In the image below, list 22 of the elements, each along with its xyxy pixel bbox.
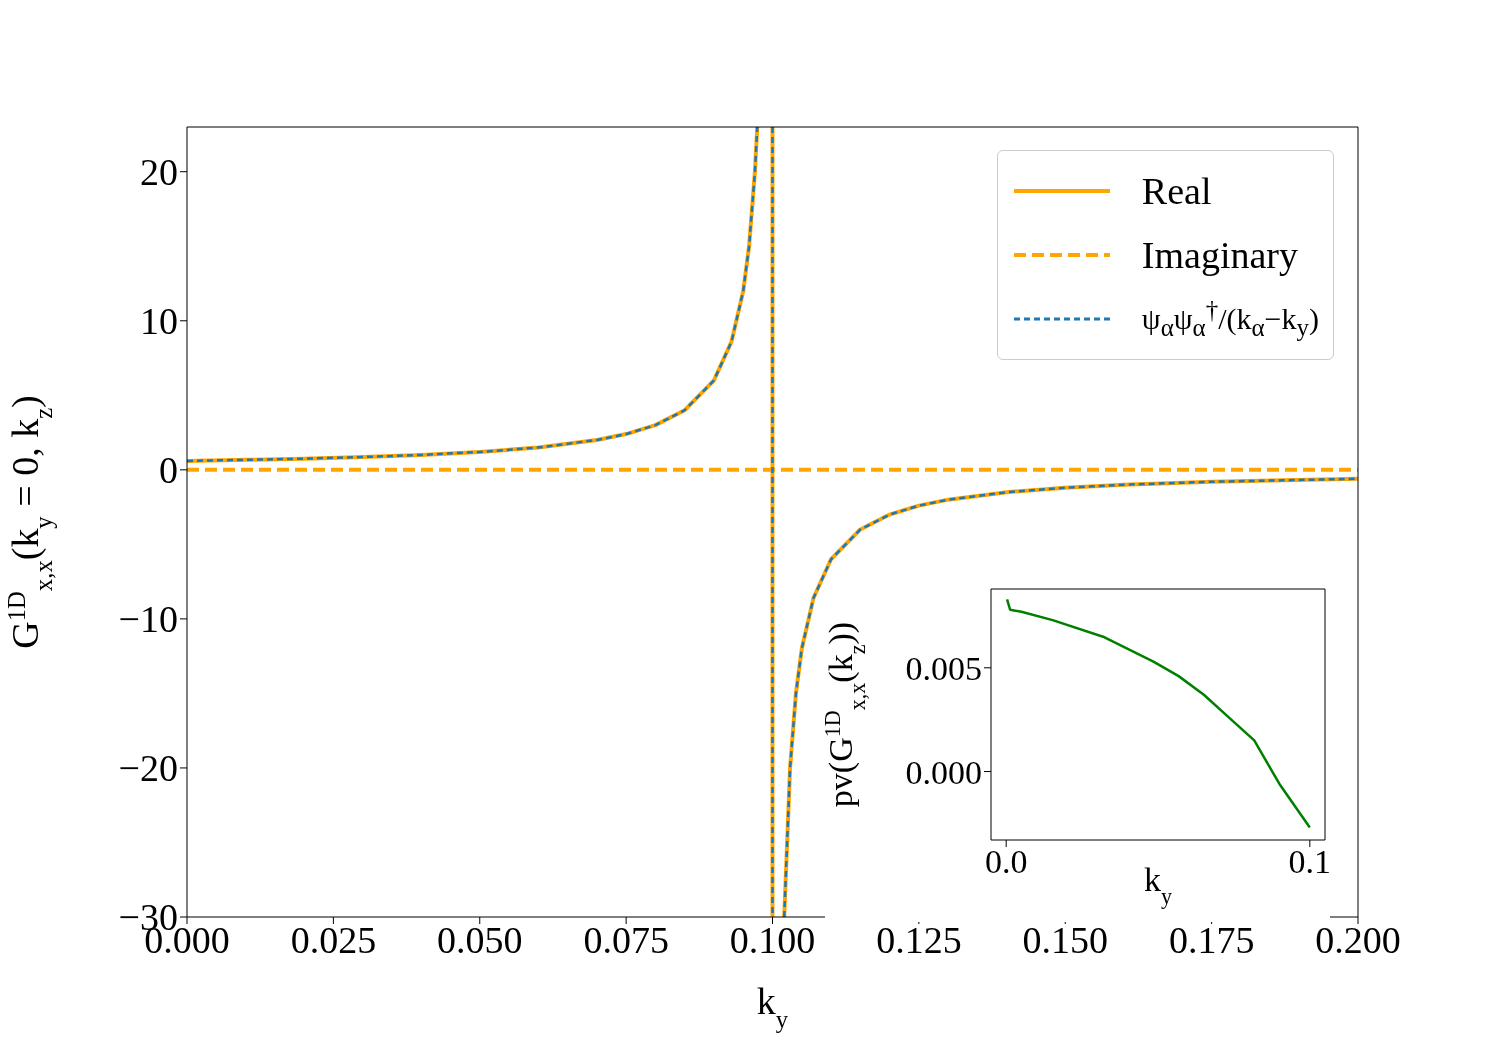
x-axis-title: k$_{y}$ [1143,861,1173,909]
legend-label: Imaginary [1141,233,1299,277]
y-tick-label: 0.005 [905,649,982,687]
x-tick-label: 0.050 [437,918,523,961]
y-tick-label: −20 [118,747,178,790]
x-tick-label: 0.0 [984,843,1028,881]
x-tick-label: 0.175 [1168,918,1255,961]
x-tick-label: 0.150 [1022,918,1108,961]
x-tick-label: 0.100 [729,918,816,961]
line-series [1005,598,1312,829]
x-tick-label: 0.025 [290,918,377,961]
x-axis-title: k$_{y}$ [756,979,789,1033]
y-tick-label: 20 [140,151,178,194]
x-tick-label: 0.200 [1315,918,1401,961]
x-tick-label: 0.1 [1288,843,1332,881]
x-tick-label: 0.125 [876,918,962,961]
y-tick-label: −10 [118,598,178,641]
text: ψ$_{α}$ψ$_{α}$$^{†}$/(k$_{α}$−k$_{y}$) [1141,296,1319,341]
y-tick-label: 0 [159,449,178,492]
legend-label: Real [1141,169,1212,213]
x-tick-label: 0.075 [583,918,669,961]
y-tick-label: 10 [140,300,178,343]
